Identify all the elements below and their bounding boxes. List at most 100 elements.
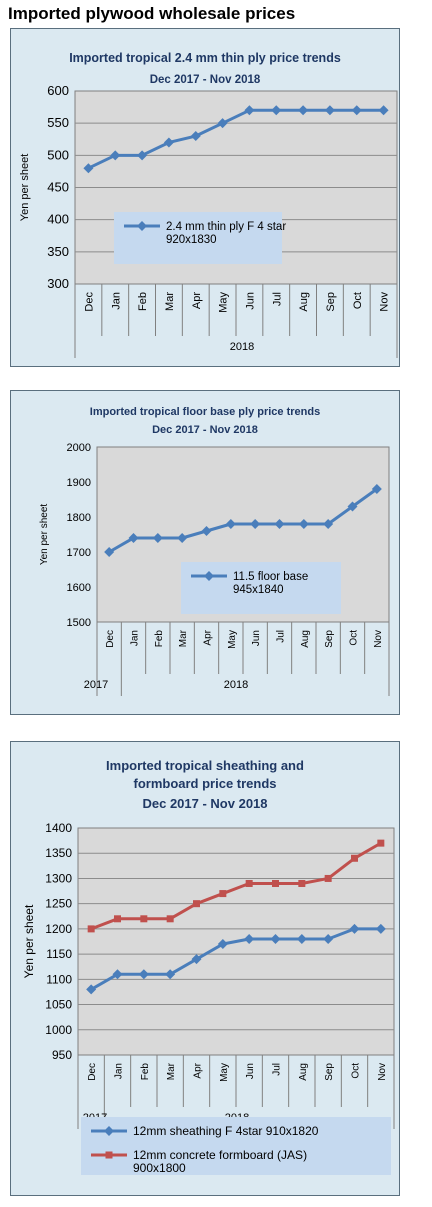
data-point bbox=[371, 484, 382, 494]
x-tick-label: Oct bbox=[352, 292, 364, 309]
data-point bbox=[375, 923, 386, 934]
data-point bbox=[298, 105, 309, 116]
x-tick-label: Oct bbox=[349, 630, 360, 646]
y-axis-label: Yen per sheet bbox=[22, 904, 36, 978]
x-tick-label: Dec bbox=[83, 292, 95, 312]
x-tick-label: Jun bbox=[245, 1063, 256, 1079]
year-label: 2017 bbox=[84, 679, 108, 691]
data-point bbox=[250, 519, 261, 529]
y-tick-label: 1900 bbox=[67, 477, 91, 489]
x-tick-label: Jan bbox=[114, 1063, 125, 1079]
data-point bbox=[217, 118, 228, 129]
legend-label: 11.5 floor base bbox=[233, 571, 308, 583]
y-tick-label: 300 bbox=[47, 276, 69, 291]
data-point bbox=[140, 915, 148, 923]
data-point bbox=[163, 137, 174, 148]
data-point bbox=[193, 900, 200, 908]
data-point bbox=[244, 933, 255, 944]
data-point bbox=[87, 925, 95, 933]
y-tick-label: 1150 bbox=[46, 947, 72, 961]
data-point bbox=[298, 519, 309, 529]
y-tick-label: 350 bbox=[47, 244, 69, 259]
y-axis-label: Yen per sheet bbox=[39, 504, 50, 566]
legend-label-line2: 900x1800 bbox=[133, 1161, 186, 1175]
data-point bbox=[271, 105, 282, 116]
y-tick-label: 450 bbox=[47, 180, 69, 195]
data-point bbox=[296, 933, 307, 944]
legend-marker bbox=[104, 1126, 114, 1136]
data-point bbox=[244, 105, 255, 116]
legend-label-line2: 920x1830 bbox=[166, 234, 217, 246]
chart-title: Imported tropical sheathing and bbox=[106, 758, 304, 773]
x-tick-label: Jul bbox=[276, 630, 287, 643]
data-point bbox=[298, 879, 306, 887]
data-point bbox=[201, 526, 212, 536]
x-tick-label: Sep bbox=[324, 1063, 335, 1081]
page-title: Imported plywood wholesale prices bbox=[8, 4, 296, 23]
x-tick-label: Oct bbox=[351, 1063, 362, 1079]
data-point bbox=[137, 150, 148, 161]
data-point bbox=[351, 854, 358, 862]
x-tick-label: Apr bbox=[203, 629, 214, 645]
data-point bbox=[177, 533, 188, 543]
chart-panel-thin-ply: Imported tropical 2.4 mm thin ply price … bbox=[10, 28, 400, 367]
x-tick-label: Dec bbox=[87, 1063, 98, 1081]
chart-subtitle: Dec 2017 - Nov 2018 bbox=[150, 74, 261, 86]
y-tick-label: 950 bbox=[52, 1048, 72, 1062]
y-tick-label: 1500 bbox=[67, 617, 91, 629]
y-tick-label: 400 bbox=[47, 212, 69, 227]
x-tick-label: Mar bbox=[178, 629, 189, 647]
x-tick-label: Jun bbox=[251, 630, 262, 646]
data-point bbox=[378, 105, 389, 116]
chart-subtitle: Dec 2017 - Nov 2018 bbox=[152, 424, 258, 436]
x-tick-label: Feb bbox=[140, 1063, 151, 1081]
data-point bbox=[349, 923, 360, 934]
x-tick-label: Apr bbox=[191, 292, 203, 309]
y-tick-label: 600 bbox=[47, 83, 69, 98]
y-tick-label: 1350 bbox=[45, 846, 72, 860]
legend-label: 2.4 mm thin ply F 4 star bbox=[166, 221, 286, 233]
data-point bbox=[190, 131, 201, 142]
x-tick-label: Jan bbox=[110, 292, 122, 310]
data-point bbox=[114, 915, 121, 923]
data-point bbox=[152, 533, 163, 543]
data-point bbox=[245, 879, 253, 887]
chart-panel-floor-base: Imported tropical floor base ply price t… bbox=[10, 390, 400, 715]
y-tick-label: 1600 bbox=[67, 582, 91, 594]
data-point bbox=[323, 933, 334, 944]
data-point bbox=[377, 839, 385, 847]
x-tick-label: Feb bbox=[137, 292, 149, 311]
y-tick-label: 500 bbox=[47, 147, 69, 162]
y-tick-label: 1400 bbox=[45, 821, 72, 835]
y-tick-label: 1050 bbox=[45, 998, 72, 1012]
x-tick-label: May bbox=[227, 630, 238, 649]
y-tick-label: 1300 bbox=[45, 871, 72, 885]
legend-marker bbox=[105, 1151, 113, 1159]
data-point bbox=[83, 163, 94, 174]
x-tick-label: Jul bbox=[271, 292, 283, 306]
data-point bbox=[165, 969, 176, 980]
x-tick-label: Mar bbox=[166, 1062, 177, 1080]
data-point bbox=[323, 519, 334, 529]
data-point bbox=[272, 879, 279, 887]
y-tick-label: 2000 bbox=[67, 442, 91, 454]
x-tick-label: Sep bbox=[325, 292, 337, 312]
chart-thin-ply: Imported tropical 2.4 mm thin ply price … bbox=[19, 51, 398, 358]
data-point bbox=[128, 533, 139, 543]
data-point bbox=[324, 874, 332, 882]
legend-label: 12mm sheathing F 4star 910x1820 bbox=[133, 1124, 319, 1138]
x-tick-label: Apr bbox=[193, 1062, 204, 1078]
x-tick-label: Aug bbox=[298, 1063, 309, 1081]
legend-label: 12mm concrete formboard (JAS) bbox=[133, 1148, 307, 1162]
x-tick-label: Sep bbox=[324, 630, 335, 648]
x-tick-label: Nov bbox=[379, 292, 391, 312]
chart-panel-sheathing-formboard: Imported tropical sheathing and formboard… bbox=[10, 741, 400, 1196]
x-tick-label: Aug bbox=[298, 292, 310, 312]
data-point bbox=[274, 519, 285, 529]
x-tick-label: Mar bbox=[164, 292, 176, 311]
legend-box bbox=[81, 1117, 391, 1175]
data-point bbox=[347, 501, 358, 512]
data-point bbox=[138, 969, 149, 980]
data-point bbox=[110, 150, 121, 161]
chart-floor-base: Imported tropical floor base ply price t… bbox=[39, 406, 390, 696]
